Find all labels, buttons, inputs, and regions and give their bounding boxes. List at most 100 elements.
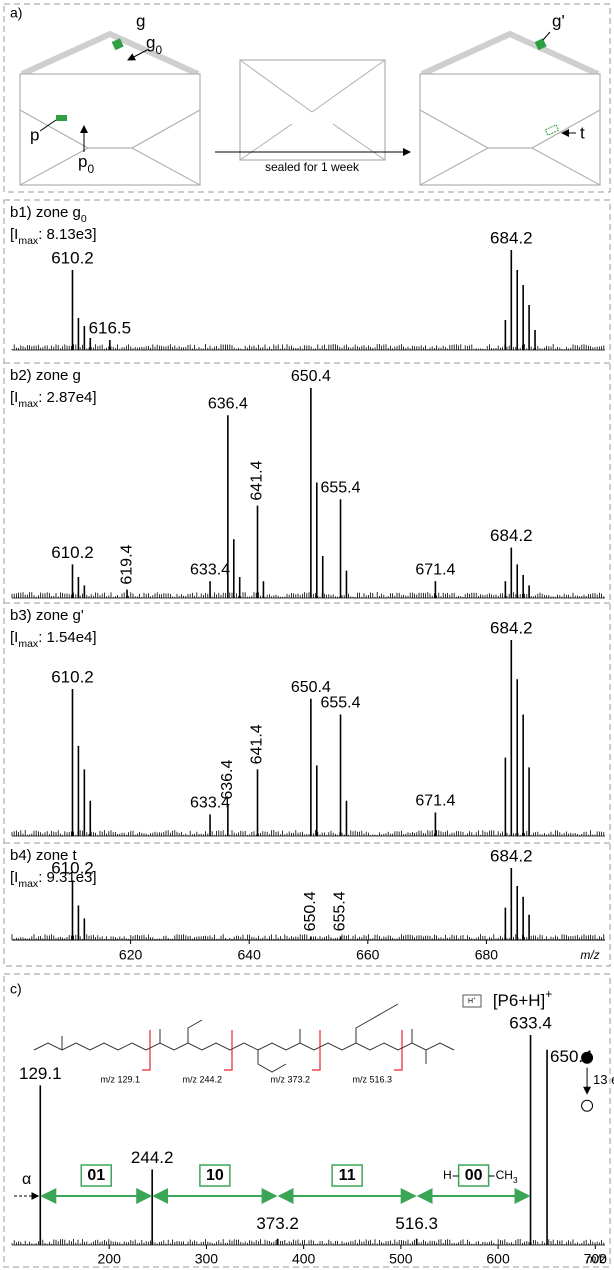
peak-label: 244.2 bbox=[131, 1148, 174, 1167]
zone-label: p0 bbox=[78, 152, 94, 176]
imax-label: [Imax: 1.54e4] bbox=[10, 629, 97, 650]
x-tick-label: 660 bbox=[356, 947, 380, 963]
peak-label: 684.2 bbox=[490, 228, 533, 247]
panel-title-part: b3) zone g' bbox=[10, 607, 84, 624]
imax-label-part: : 9.31e3] bbox=[38, 869, 96, 886]
alpha-label: α bbox=[22, 1171, 31, 1188]
precursor-label-part: [P6+H] bbox=[493, 991, 545, 1010]
imax-label-part: : 1.54e4] bbox=[38, 629, 96, 646]
imax-label: [Imax: 2.87e4] bbox=[10, 389, 97, 410]
zone-label: p bbox=[30, 125, 39, 144]
peak-label: 516.3 bbox=[395, 1214, 438, 1233]
cleavage-mark bbox=[394, 1030, 403, 1071]
zone-label-base: g bbox=[146, 33, 155, 52]
fragment-label: m/z 516.3 bbox=[352, 1074, 392, 1084]
envelope-open bbox=[19, 30, 201, 186]
baseline-noise bbox=[11, 1239, 605, 1246]
imax-label-part: : 2.87e4] bbox=[38, 389, 96, 406]
arrow-label: sealed for 1 week bbox=[265, 160, 360, 174]
panel-label: a) bbox=[10, 5, 22, 21]
precursor-ion-icon bbox=[581, 1051, 594, 1064]
peak-label: 684.2 bbox=[490, 846, 533, 865]
imax-label-part: [I bbox=[10, 389, 18, 406]
panel-title: b1) zone g0 bbox=[10, 204, 87, 225]
peak-label: 373.2 bbox=[256, 1214, 299, 1233]
peak-label: 671.4 bbox=[415, 561, 455, 578]
panel-title-part: b4) zone t bbox=[10, 847, 78, 864]
end-group-sub: 3 bbox=[513, 1175, 518, 1185]
charge-label-super: + bbox=[473, 997, 476, 1002]
block-box bbox=[199, 1164, 231, 1187]
imax-label: [Imax: 9.31e3] bbox=[10, 869, 97, 890]
precursor-label-super: + bbox=[545, 987, 552, 1001]
imax-label-part: [I bbox=[10, 869, 18, 886]
cleavage-mark bbox=[142, 1030, 151, 1071]
end-group-part: CH bbox=[496, 1168, 513, 1182]
peak-label: 655.4 bbox=[332, 891, 349, 931]
precursor-label: [P6+H]+ bbox=[493, 987, 552, 1010]
peak-label: 684.2 bbox=[490, 618, 533, 637]
x-tick-label: 600 bbox=[486, 1251, 510, 1267]
peak-label: 616.5 bbox=[89, 318, 132, 337]
peak-label: 610.2 bbox=[51, 543, 94, 562]
imax-label-sub: max bbox=[18, 638, 39, 650]
block-label: 01 bbox=[87, 1167, 105, 1184]
peak-label: 129.1 bbox=[19, 1064, 62, 1083]
x-axis-label: m/z bbox=[586, 1252, 605, 1266]
imax-label-sub: max bbox=[18, 878, 39, 890]
imax-label-part: [I bbox=[10, 629, 18, 646]
peak-label: 636.4 bbox=[208, 396, 248, 413]
peak-label: 650.4 bbox=[291, 679, 331, 696]
imax-label-part: : 8.13e3] bbox=[38, 226, 96, 243]
cleavage-mark bbox=[224, 1030, 233, 1071]
block-label: 00 bbox=[465, 1167, 483, 1184]
fragment-label: m/z 244.2 bbox=[182, 1074, 222, 1084]
baseline-noise bbox=[11, 592, 605, 599]
panel-title-part: b1) zone g bbox=[10, 204, 81, 221]
peak-label: 650.4 bbox=[291, 368, 331, 385]
imax-label-sub: max bbox=[18, 398, 39, 410]
zone-label-sub: 0 bbox=[155, 43, 162, 57]
end-group: H bbox=[443, 1168, 452, 1182]
baseline-noise bbox=[11, 934, 605, 941]
baseline-noise bbox=[11, 830, 605, 837]
panel-title: b3) zone g' bbox=[10, 607, 84, 624]
block-box bbox=[331, 1164, 363, 1187]
peak-label: 610.2 bbox=[51, 859, 94, 878]
end-group: CH3 bbox=[496, 1168, 518, 1185]
imax-label: [Imax: 8.13e3] bbox=[10, 226, 97, 247]
x-tick-label: 620 bbox=[119, 947, 143, 963]
peak-label: 655.4 bbox=[320, 480, 360, 497]
peak-label: 633.4 bbox=[190, 795, 230, 812]
structure bbox=[33, 994, 482, 1073]
fragment-ion-icon bbox=[581, 1099, 594, 1112]
envelope-opened-after bbox=[419, 30, 601, 186]
peak-label: 641.4 bbox=[249, 460, 266, 500]
peak-label: 636.4 bbox=[219, 759, 236, 799]
charge-label: H+ bbox=[468, 997, 476, 1005]
x-tick-label: 300 bbox=[195, 1251, 219, 1267]
peak-label: 610.2 bbox=[51, 667, 94, 686]
x-tick-label: 640 bbox=[238, 947, 262, 963]
panel-label: c) bbox=[10, 981, 22, 997]
panel-frame bbox=[3, 3, 611, 193]
x-tick-label: 680 bbox=[475, 947, 499, 963]
panel-title-part: b2) zone g bbox=[10, 367, 81, 384]
fragment-label: m/z 373.2 bbox=[270, 1074, 310, 1084]
zone-label: g' bbox=[552, 11, 565, 30]
fragment-label: m/z 129.1 bbox=[100, 1074, 140, 1084]
x-axis-label: m/z bbox=[580, 948, 599, 962]
panel-title-sub: 0 bbox=[81, 213, 87, 225]
peak-label: 684.2 bbox=[490, 526, 533, 545]
charge-label-part: H bbox=[468, 998, 473, 1005]
x-tick-label: 400 bbox=[292, 1251, 316, 1267]
peak-label: 633.4 bbox=[190, 561, 230, 578]
cleavage-mark bbox=[312, 1030, 321, 1071]
block-label: 10 bbox=[206, 1167, 224, 1184]
peak-label: 610.2 bbox=[51, 248, 94, 267]
panel-frame bbox=[3, 199, 611, 967]
peak-label: 671.4 bbox=[415, 793, 455, 810]
envelope-sealed bbox=[215, 59, 411, 161]
zone-label-base: p bbox=[78, 152, 87, 171]
